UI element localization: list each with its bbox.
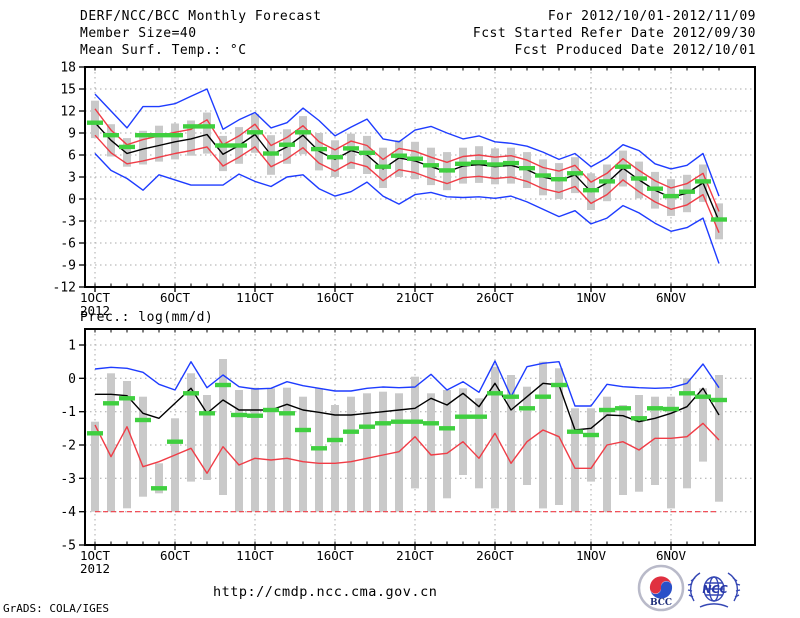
svg-text:-12: -12	[53, 281, 76, 296]
refer-date-label: Fcst Started Refer Date 2012/09/30	[472, 26, 756, 41]
svg-text:11OCT: 11OCT	[236, 290, 274, 305]
svg-text:1: 1	[68, 339, 76, 354]
svg-text:26OCT: 26OCT	[476, 290, 514, 305]
temp-chart-title: Mean Surf. Temp.: °C	[80, 43, 247, 58]
ncc-logo: NCC	[687, 572, 741, 608]
page-title: DERF/NCC/BCC Monthly Forecast	[80, 9, 322, 24]
svg-text:1NOV: 1NOV	[576, 548, 607, 563]
svg-text:-2: -2	[60, 439, 76, 454]
svg-text:16OCT: 16OCT	[316, 548, 354, 563]
bcc-logo-label: BCC	[650, 598, 672, 608]
svg-text:11OCT: 11OCT	[236, 548, 274, 563]
precipitation-chart: 1 0 -1 -2 -3 -4 -5 1OCT 6OCT 11OCT 16OCT 21OCT 26OCT…	[60, 328, 756, 576]
forecast-period-label: For 2012/10/01-2012/11/09	[547, 9, 756, 24]
svg-text:26OCT: 26OCT	[476, 548, 514, 563]
svg-text:15: 15	[60, 83, 76, 98]
svg-text:-4: -4	[60, 505, 76, 520]
observation-dashes	[87, 120, 727, 222]
svg-text:1OCT: 1OCT	[80, 548, 111, 563]
svg-text:0: 0	[68, 193, 76, 208]
produced-date-label: Fcst Produced Date 2012/10/01	[514, 43, 756, 58]
svg-text:-6: -6	[60, 237, 76, 252]
member-spread-bars	[91, 100, 723, 240]
bcc-logo-red-swirl	[649, 576, 672, 594]
ensemble-max-line	[94, 360, 720, 407]
svg-text:6OCT: 6OCT	[160, 290, 191, 305]
svg-text:21OCT: 21OCT	[396, 548, 434, 563]
svg-text:9: 9	[68, 127, 76, 142]
ncc-logo-wreath	[687, 572, 741, 608]
svg-text:16OCT: 16OCT	[316, 290, 354, 305]
svg-text:2012: 2012	[80, 303, 110, 318]
svg-text:18: 18	[60, 61, 76, 76]
svg-text:1NOV: 1NOV	[576, 290, 607, 305]
grads-credit: GrADS: COLA/IGES	[3, 602, 109, 615]
bcc-logo-blue-swirl	[650, 581, 673, 599]
website-url[interactable]: http://cmdp.ncc.cma.gov.cn	[213, 584, 438, 600]
ncc-logo-label: NCC	[702, 583, 727, 596]
svg-text:-5: -5	[60, 539, 76, 554]
ensemble-mean-line	[95, 382, 720, 431]
member-spread-bars	[91, 359, 723, 512]
svg-text:3: 3	[68, 171, 76, 186]
svg-text:6NOV: 6NOV	[656, 290, 687, 305]
svg-text:-1: -1	[60, 405, 76, 420]
svg-text:-3: -3	[60, 472, 76, 487]
svg-text:21OCT: 21OCT	[396, 290, 434, 305]
temperature-chart: 18 15 12 9 6 3 0 -3 -6 -9 -12 1OCT 6OCT 11OCT 16OCT 21O…	[53, 61, 756, 318]
svg-text:0: 0	[68, 372, 76, 387]
mean-minus-std-line	[94, 134, 720, 233]
svg-text:6NOV: 6NOV	[656, 548, 687, 563]
ensemble-min-line	[94, 153, 720, 264]
prec-chart-title: Prec.: log(mm/d)	[80, 310, 214, 325]
svg-text:-3: -3	[60, 215, 76, 230]
observation-dashes	[87, 382, 727, 491]
svg-text:12: 12	[60, 105, 76, 120]
bcc-logo: BCC	[637, 564, 685, 612]
ensemble-min-line	[94, 422, 720, 475]
ensemble-max-line	[94, 88, 720, 197]
member-size-label: Member Size=40	[80, 26, 197, 41]
svg-text:6OCT: 6OCT	[160, 548, 191, 563]
svg-text:-9: -9	[60, 259, 76, 274]
svg-text:2012: 2012	[80, 561, 110, 576]
svg-text:1OCT: 1OCT	[80, 290, 111, 305]
svg-text:6: 6	[68, 149, 76, 164]
